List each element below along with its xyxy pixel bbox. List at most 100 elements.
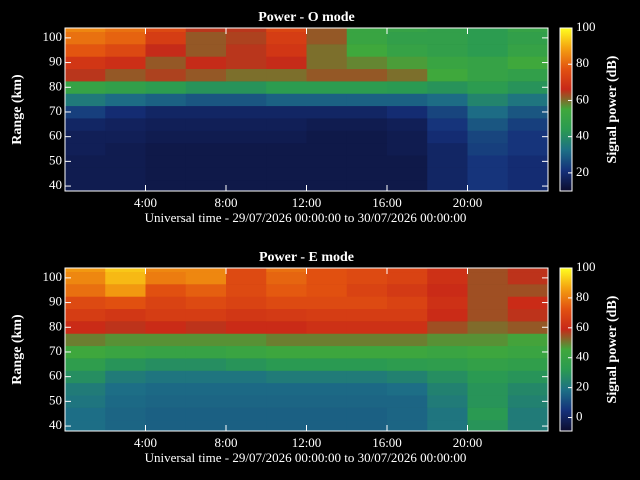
heat-cell [105,345,146,359]
heat-cell [427,28,468,33]
heat-cell [105,118,146,131]
heat-cell [387,308,428,322]
heat-cell [105,333,146,347]
heat-cell [65,407,106,421]
heat-cell [65,395,106,408]
heat-cell [266,284,307,297]
heat-cell [105,105,146,119]
heat-cell [427,284,468,297]
heat-cell [145,93,187,107]
heat-cell [346,44,388,57]
x-tick-label: 16:00 [372,195,402,210]
heat-cell [507,28,548,33]
heat-cell [145,382,187,396]
heat-cell [306,130,348,144]
heat-cell [145,407,187,421]
y-tick-label: 70 [49,103,62,118]
heat-cell [226,407,267,421]
colorbar-tick-label: 40 [576,128,589,143]
heat-cell [346,68,388,82]
heat-cell [467,81,509,94]
heat-cell [185,118,227,131]
heat-cell [145,167,187,181]
heat-cell [346,179,388,191]
heat-cell [185,81,227,94]
heat-cell [65,56,106,70]
heat-cell [145,271,187,285]
heat-cell [226,118,267,131]
y-tick-label: 40 [49,177,62,192]
heat-cell [226,284,267,297]
heat-cell [507,130,548,144]
heat-cell [185,284,227,297]
heat-cell [387,68,428,82]
heat-cell [306,44,348,57]
heat-cell [105,44,146,57]
heat-cell [427,142,468,156]
heat-cell [185,395,227,408]
heat-cell [145,395,187,408]
heat-cell [387,167,428,181]
x-tick-label: 8:00 [214,435,237,450]
heat-cell [226,358,267,371]
heat-cell [266,271,307,285]
heat-cell [467,167,509,181]
heat-cell [145,155,187,168]
chart-title: Power - E mode [259,250,354,265]
heat-cell [226,268,267,273]
heat-cell [266,155,307,168]
heat-cell [65,81,106,94]
heat-cell [427,271,468,285]
heat-cell [346,118,388,131]
heat-cell [467,56,509,70]
heat-cell [346,382,388,396]
heat-cell [427,370,468,384]
x-axis-label: Universal time - 29/07/2026 00:00:00 to … [145,450,467,465]
heat-cell [145,345,187,359]
heat-cell [306,321,348,334]
heat-cell [105,56,146,70]
heat-cell [65,167,106,181]
heat-cell [507,268,548,273]
heat-cell [226,308,267,322]
heat-cell [427,167,468,181]
heat-cell [226,271,267,285]
heat-cell [65,321,106,334]
heat-cell [306,68,348,82]
heat-cell [185,308,227,322]
heat-cell [387,419,428,431]
heat-cell [427,155,468,168]
heat-cell [185,296,227,310]
heat-cell [65,130,106,144]
heat-cell [145,370,187,384]
heat-cell [387,407,428,421]
heat-cell [145,321,187,334]
heat-cell [427,345,468,359]
heat-cell [427,419,468,431]
heat-cell [266,358,307,371]
heat-cell [387,271,428,285]
heat-cell [346,130,388,144]
heat-cell [266,68,307,82]
heat-cell [306,167,348,181]
heat-cell [387,28,428,33]
x-tick-label: 4:00 [134,435,157,450]
heat-cell [185,358,227,371]
heat-cell [507,31,548,45]
heat-cell [346,407,388,421]
heat-cell [306,28,348,33]
heat-cell [65,370,106,384]
heat-cell [467,28,509,33]
heat-cell [346,28,388,33]
heat-cell [346,81,388,94]
heat-cell [226,81,267,94]
heat-cell [427,31,468,45]
heat-cell [105,271,146,285]
heat-cell [105,93,146,107]
heat-cell [226,56,267,70]
heatmap [65,268,548,431]
heat-cell [306,155,348,168]
heat-cell [467,345,509,359]
heat-cell [105,370,146,384]
heat-cell [346,419,388,431]
